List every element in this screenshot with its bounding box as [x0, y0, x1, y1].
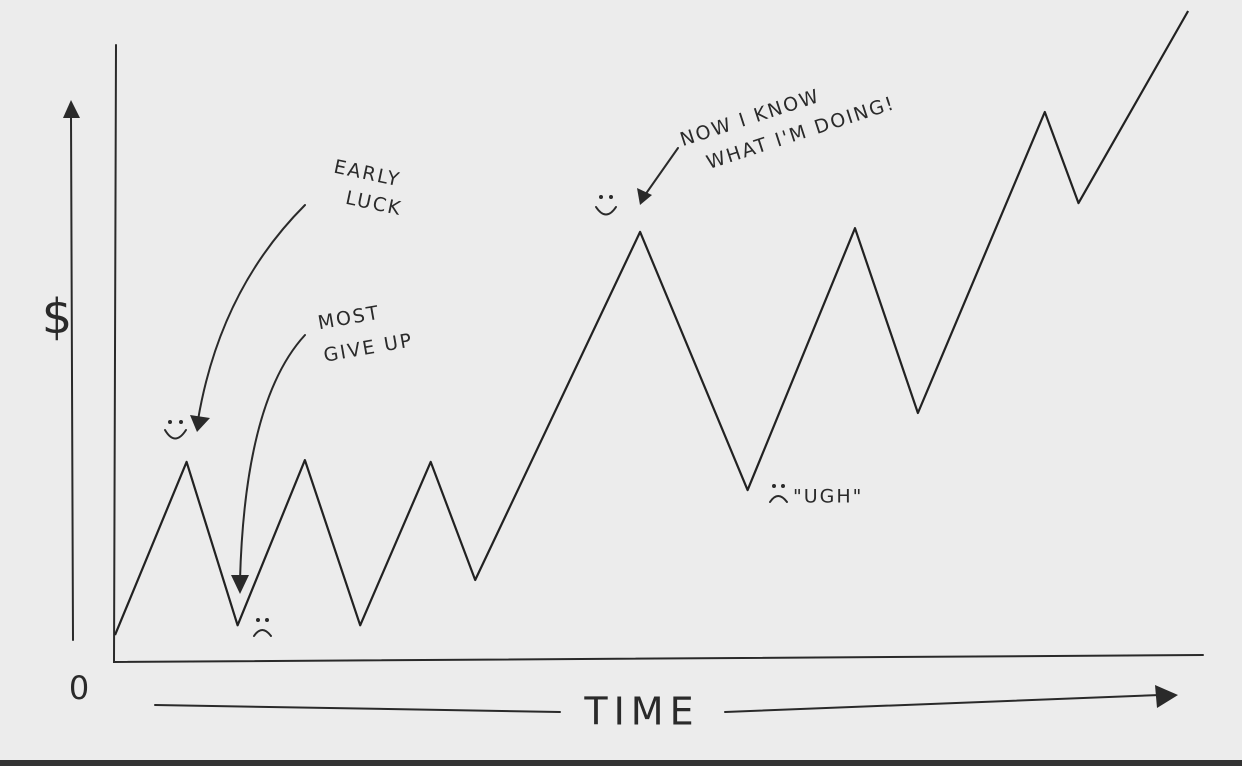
arrow — [239, 334, 306, 581]
arrowhead — [190, 415, 210, 432]
x-label: TIME — [583, 690, 699, 734]
arrow — [644, 147, 679, 196]
frown — [253, 618, 272, 637]
y-label: $ — [42, 289, 75, 345]
bottom-edge — [0, 760, 1242, 766]
origin-label: 0 — [69, 669, 91, 707]
arrowhead — [637, 188, 652, 205]
arrow — [197, 204, 306, 421]
smiley — [164, 420, 187, 440]
frown — [769, 484, 788, 503]
annotation: "UGH" — [793, 486, 863, 508]
smiley — [595, 195, 617, 216]
y-arrowhead — [63, 100, 80, 118]
line — [113, 10, 1190, 636]
x-arrow — [154, 694, 1161, 713]
x-arrowhead — [1155, 685, 1178, 708]
axes — [112, 44, 1204, 664]
y-arrow — [70, 114, 74, 641]
arrowhead — [231, 575, 249, 594]
